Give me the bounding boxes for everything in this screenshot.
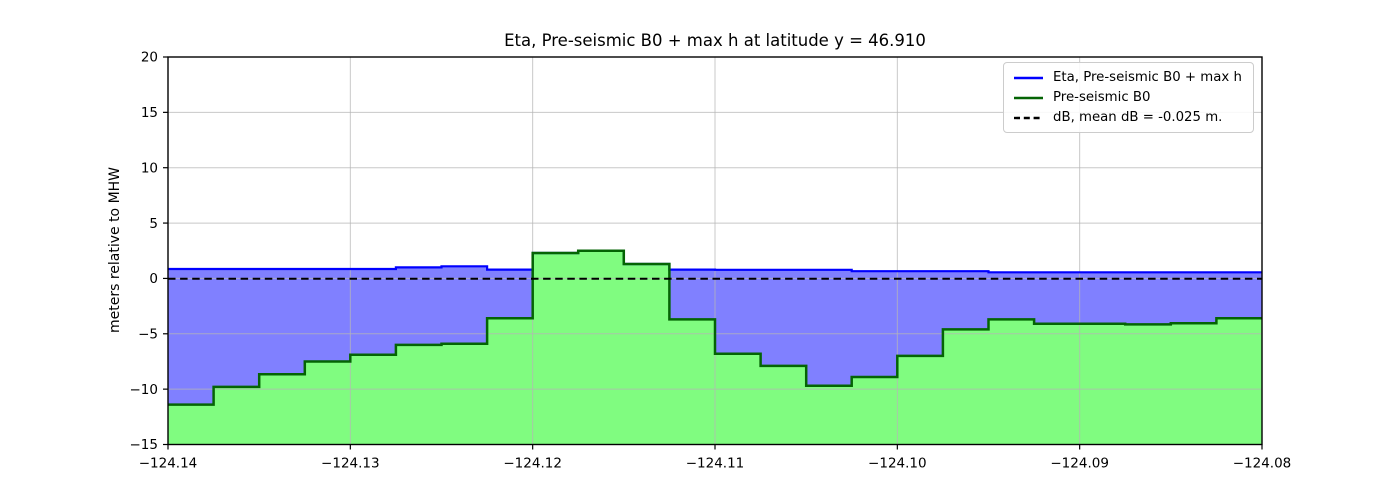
legend-label-eta: Eta, Pre-seismic B0 + max h	[1053, 70, 1242, 85]
legend-line-sample-eta	[1014, 76, 1043, 79]
y-tick-label: 10	[141, 160, 158, 176]
y-tick-label: 15	[141, 105, 158, 121]
legend-line-sample-b0	[1014, 96, 1043, 99]
legend: Eta, Pre-seismic B0 + max h Pre-seismic …	[1003, 62, 1254, 133]
legend-item-eta: Eta, Pre-seismic B0 + max h	[1013, 70, 1245, 85]
legend-label-b0: Pre-seismic B0	[1053, 90, 1151, 105]
y-tick-label: −15	[130, 437, 159, 453]
x-tick-label: −124.08	[1233, 456, 1292, 472]
y-axis-label: meters relative to MHW	[107, 166, 123, 334]
x-tick-label: −124.14	[139, 456, 198, 472]
y-tick-label: −10	[130, 382, 159, 398]
y-tick-label: −5	[138, 326, 158, 342]
y-tick-label: 20	[141, 50, 158, 66]
x-tick-label: −124.10	[868, 456, 927, 472]
x-tick-label: −124.11	[686, 456, 745, 472]
b0-line	[168, 249, 1262, 406]
legend-item-b0: Pre-seismic B0	[1013, 90, 1245, 105]
legend-item-db: dB, mean dB = -0.025 m.	[1013, 110, 1245, 125]
y-tick-label: 5	[149, 216, 158, 232]
x-tick-label: −124.12	[503, 456, 562, 472]
legend-line-sample-db	[1014, 116, 1043, 119]
y-tick-label: 0	[149, 271, 158, 287]
chart-title: Eta, Pre-seismic B0 + max h at latitude …	[504, 31, 926, 50]
x-tick-label: −124.13	[321, 456, 380, 472]
legend-label-db: dB, mean dB = -0.025 m.	[1053, 110, 1223, 125]
x-tick-label: −124.09	[1050, 456, 1109, 472]
